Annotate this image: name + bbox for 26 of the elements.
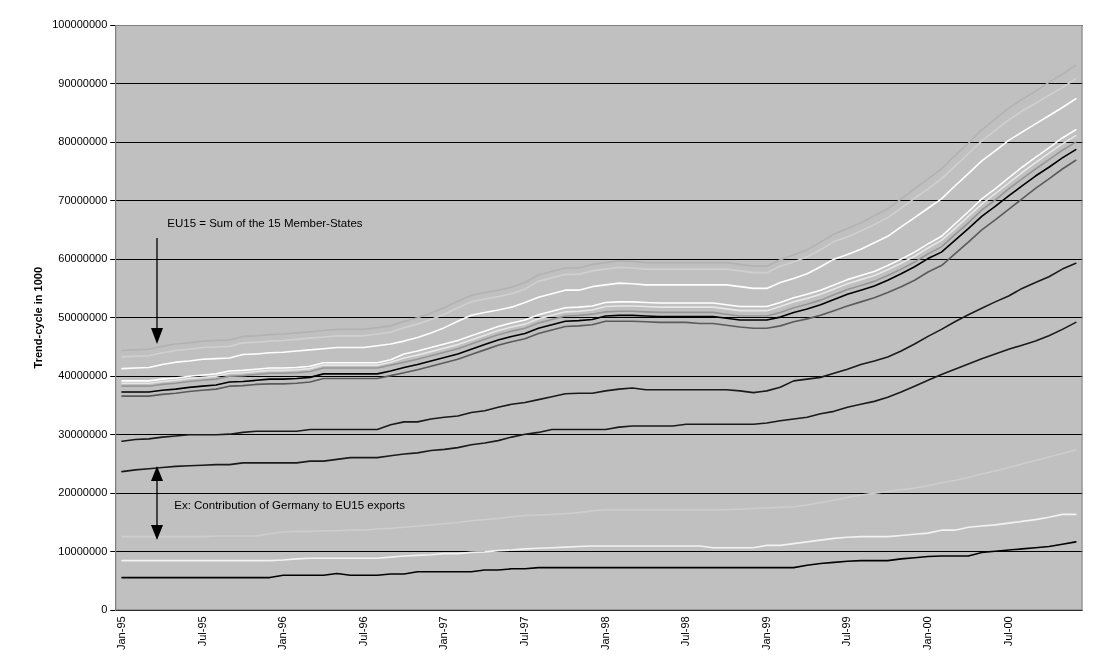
y-tick-label: 50000000 [58,310,108,323]
y-tick-label: 70000000 [58,193,108,206]
y-tick-label: 10000000 [58,544,108,557]
x-tick-label: Jul-95 [195,616,208,647]
x-tick-label: Jan-98 [598,616,611,651]
x-tick-label: Jul-96 [356,616,369,647]
y-tick-label: 100000000 [52,18,108,31]
x-tick-label: Jul-97 [518,616,531,647]
x-tick-label: Jul-98 [679,616,692,647]
y-tick-label: 30000000 [58,427,108,440]
x-tick-label: Jan-99 [759,616,772,651]
y-tick-label: 60000000 [58,252,108,265]
x-tick-label: Jan-95 [115,616,128,651]
annotation: Ex: Contribution of Germany to EU15 exports [174,499,406,511]
x-tick-label: Jul-99 [840,616,853,647]
annotation: EU15 = Sum of the 15 Member-States [167,217,363,229]
x-tick-label: Jul-00 [1001,616,1014,647]
y-tick-label: 40000000 [58,369,108,382]
y-tick-label: 80000000 [58,135,108,148]
x-tick-label: Jan-96 [276,616,289,651]
y-tick-label: 20000000 [58,486,108,499]
x-tick-label: Jan-97 [437,616,450,651]
y-tick-label: 90000000 [58,76,108,89]
y-tick-label: 0 [101,603,108,616]
y-axis-title: Trend-cycle in 1000 [31,266,44,369]
x-tick-label: Jan-00 [921,616,934,651]
